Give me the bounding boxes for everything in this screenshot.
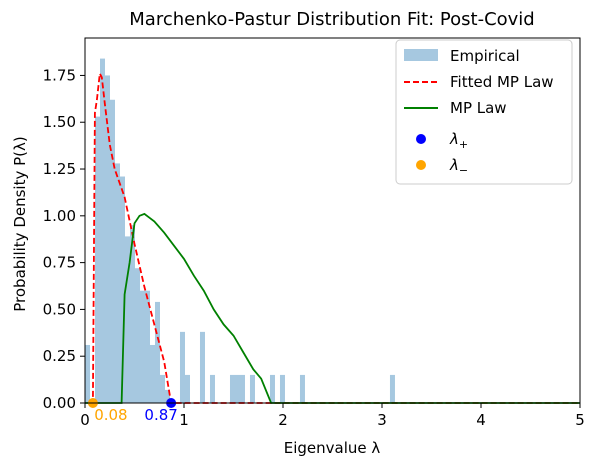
y-axis-ticks: 0.00 0.25 0.50 0.75 1.00 1.25 1.50 1.75 [43, 66, 85, 412]
legend-label-empirical: Empirical [450, 47, 520, 65]
x-tick-label: 0 [80, 411, 90, 429]
histogram-bar [94, 116, 100, 403]
legend-swatch-empirical [404, 49, 438, 61]
histogram-bar [109, 99, 115, 404]
histogram-bar [144, 290, 150, 403]
histogram-bar [119, 176, 125, 403]
histogram-bar [124, 236, 130, 403]
threshold-points: 0.87 0.08 [87, 398, 178, 424]
x-axis-label: Eigenvalue λ [284, 439, 381, 457]
histogram-bar [154, 301, 160, 403]
x-tick-label: 2 [278, 411, 288, 429]
histogram-bar [229, 374, 235, 403]
y-tick-label: 1.75 [43, 66, 76, 84]
histogram-bar [389, 374, 395, 403]
legend-box [395, 39, 573, 185]
histogram-bar [114, 163, 120, 403]
y-tick-label: 0.00 [43, 394, 76, 412]
histogram-bar [269, 374, 275, 403]
y-tick-label: 0.50 [43, 300, 76, 318]
chart-title: Marchenko-Pastur Distribution Fit: Post-… [129, 9, 534, 30]
histogram-bar [85, 344, 90, 403]
y-tick-label: 1.25 [43, 160, 76, 178]
histogram-bar [129, 225, 135, 403]
legend-label-lambda-plus: λ+ [449, 130, 468, 151]
x-tick-label: 1 [179, 411, 189, 429]
histogram-bars [85, 58, 395, 404]
y-tick-label: 1.00 [43, 207, 76, 225]
legend-marker-lambda-minus [416, 160, 426, 170]
x-tick-label: 4 [476, 411, 486, 429]
y-tick-label: 0.75 [43, 254, 76, 272]
histogram-bar [139, 290, 145, 403]
histogram-bar [234, 374, 240, 403]
y-tick-label: 1.50 [43, 113, 76, 131]
histogram-bar [104, 75, 110, 403]
legend-label-lambda-minus: λ− [449, 156, 468, 177]
legend-label-fitted: Fitted MP Law [450, 73, 554, 91]
histogram-bar [149, 344, 155, 403]
histogram-bar [179, 331, 185, 403]
histogram-bar [99, 58, 105, 403]
legend-label-mp: MP Law [450, 99, 507, 117]
y-tick-label: 0.25 [43, 347, 76, 365]
histogram-bar [249, 374, 255, 403]
x-tick-label: 5 [575, 411, 585, 429]
histogram-bar [164, 389, 170, 403]
histogram-bar [279, 374, 285, 403]
histogram-bar [199, 331, 205, 403]
plot-frame [84, 37, 581, 404]
x-tick-label: 3 [377, 411, 387, 429]
histogram-bar [299, 374, 305, 403]
histogram-bar [159, 374, 165, 403]
lambda-minus-annotation: 0.08 [94, 406, 127, 424]
histogram-bar [184, 374, 190, 403]
lambda-plus-annotation: 0.87 [144, 406, 177, 424]
histogram-bar [239, 374, 245, 403]
legend-marker-lambda-plus [416, 134, 426, 144]
x-axis-ticks: 0 1 2 3 4 5 [80, 403, 585, 429]
y-axis-label: Probability Density P(λ) [11, 136, 29, 311]
histogram-bar [134, 268, 140, 403]
histogram-bar [209, 374, 215, 403]
legend: Empirical Fitted MP Law MP Law λ+ λ− [395, 39, 573, 185]
